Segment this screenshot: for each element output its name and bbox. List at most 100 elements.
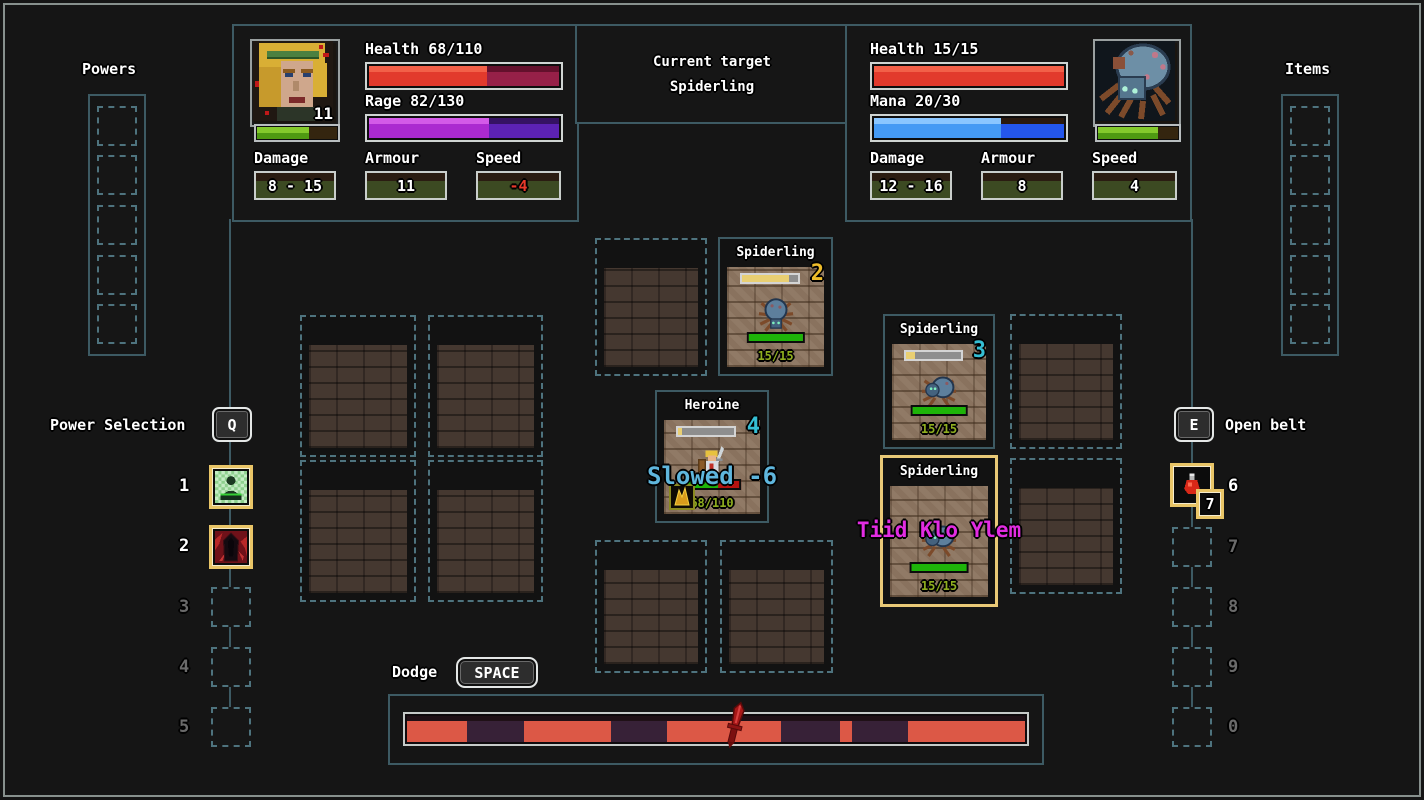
floor: 3 15/15	[892, 340, 986, 440]
open-belt-label: Open belt	[1225, 416, 1307, 434]
hp-text: 15/15	[920, 422, 958, 436]
dark-cloak-power-icon	[215, 531, 247, 563]
powers-slot[interactable]	[97, 204, 137, 245]
power-slot-number-5: 5	[179, 717, 190, 737]
power-slot-5[interactable]	[211, 707, 251, 747]
player-armour-text: 11	[396, 176, 416, 195]
belt-slot-7[interactable]	[1172, 527, 1212, 567]
meditation-power-icon	[215, 471, 247, 503]
unit-tile-heroine[interactable]: Heroine 4 Slowed -6 68/110	[647, 390, 777, 523]
belt-slot-0[interactable]	[1172, 707, 1212, 747]
spider-portrait-image	[1095, 41, 1175, 121]
enemy-speed-value: 4	[1092, 171, 1177, 200]
timeline-segment	[851, 716, 908, 742]
belt-slot-6-count-badge: 7	[1196, 489, 1224, 519]
items-slot[interactable]	[1290, 105, 1330, 146]
hp-fill	[685, 481, 719, 488]
empty-tile[interactable]	[1010, 314, 1122, 449]
player-portrait: 11	[250, 39, 340, 127]
items-slot[interactable]	[1290, 155, 1330, 196]
empty-tile[interactable]	[300, 315, 416, 457]
belt-slot-number-6: 6	[1228, 476, 1239, 496]
initiative-fill	[741, 275, 790, 282]
spiderling-sprite	[921, 525, 957, 558]
items-slot[interactable]	[1290, 254, 1330, 295]
belt-slot-8[interactable]	[1172, 587, 1212, 627]
power-slot-3[interactable]	[211, 587, 251, 627]
spiderling-sprite	[758, 298, 793, 332]
floor: 2 15/15	[727, 263, 824, 367]
power-slot-4[interactable]	[211, 647, 251, 687]
knife-marker-icon	[726, 701, 745, 749]
floor	[604, 268, 698, 367]
heroine-sprite	[698, 446, 724, 480]
timeline-segment	[466, 716, 525, 742]
items-slot[interactable]	[1290, 204, 1330, 245]
floor	[437, 490, 534, 593]
empty-tile[interactable]	[428, 315, 543, 457]
floor: 4 Slowed -6 68/110	[647, 416, 777, 514]
timeline-segment	[839, 716, 852, 742]
empty-tile[interactable]	[428, 460, 543, 602]
player-health-label: Health 68/110	[365, 40, 483, 58]
enemy-portrait	[1093, 39, 1181, 127]
powers-slot[interactable]	[97, 254, 137, 295]
empty-tile[interactable]	[300, 460, 416, 602]
unit-name: Heroine	[684, 398, 740, 413]
spiderling-sprite	[921, 376, 957, 409]
belt-slot-9[interactable]	[1172, 647, 1212, 687]
player-damage-value: 8 - 15	[254, 171, 336, 200]
timeline-segment	[407, 716, 467, 742]
player-speed-value: -4	[476, 171, 561, 200]
unit-tile-spiderling-target[interactable]: Spiderling Tiid Klo Ylem 15/15	[857, 455, 1021, 607]
dodge-key-button[interactable]: SPACE	[456, 657, 538, 688]
timeline-segments	[407, 701, 1025, 749]
timeline-segment	[610, 716, 667, 742]
open-belt-key-button[interactable]: E	[1174, 407, 1214, 442]
enemy-mana-fill	[874, 118, 1002, 138]
power-selection-key-button[interactable]: Q	[212, 407, 252, 442]
turn-order-number: 4	[746, 414, 760, 439]
hp-fill	[748, 334, 803, 341]
powers-slot[interactable]	[97, 304, 137, 345]
red-potion-icon	[1184, 473, 1200, 495]
floor	[437, 345, 534, 448]
hp-fill	[911, 564, 967, 571]
powers-slot[interactable]	[97, 105, 137, 146]
status-text: Slowed -6	[646, 462, 778, 490]
empty-tile[interactable]	[720, 540, 833, 673]
items-slot[interactable]	[1290, 304, 1330, 345]
player-health-fill	[369, 66, 487, 86]
timeline-segment	[907, 716, 1025, 742]
initiative-bar	[676, 426, 737, 437]
floor: Tiid Klo Ylem 15/15	[857, 486, 1021, 597]
unit-tile-spiderling-right[interactable]: Spiderling 3 15/15	[883, 314, 995, 449]
floor	[309, 490, 407, 593]
empty-tile[interactable]	[595, 540, 707, 673]
power-slot-1[interactable]	[209, 465, 253, 509]
enemy-health-fill	[874, 66, 1064, 86]
hp-text: 15/15	[920, 579, 958, 593]
powers-slot[interactable]	[97, 155, 137, 196]
hp-bar	[909, 562, 969, 573]
power-slot-number-3: 3	[179, 597, 190, 617]
player-damage-label: Damage	[254, 149, 309, 167]
timeline-segment	[524, 716, 611, 742]
hp-text: 15/15	[757, 349, 794, 363]
powers-label: Powers	[82, 60, 137, 78]
enemy-armour-label: Armour	[981, 149, 1036, 167]
hp-text: 68/110	[690, 496, 734, 510]
belt-slot-number-7: 7	[1228, 537, 1239, 557]
enemy-speed-text: 4	[1129, 176, 1140, 195]
player-rage-label: Rage 82/130	[365, 92, 465, 110]
current-target-name: Spiderling	[669, 78, 755, 95]
player-xp-bar	[254, 124, 340, 142]
empty-tile[interactable]	[1010, 458, 1122, 594]
power-slot-2[interactable]	[209, 525, 253, 569]
power-selection-key-label: Q	[227, 415, 237, 434]
power-slot-number-2: 2	[179, 536, 190, 556]
unit-tile-spiderling-top[interactable]: Spiderling 2 15/15	[718, 237, 833, 376]
powers-box	[88, 94, 146, 356]
empty-tile[interactable]	[595, 238, 707, 376]
timeline-segment	[780, 716, 840, 742]
